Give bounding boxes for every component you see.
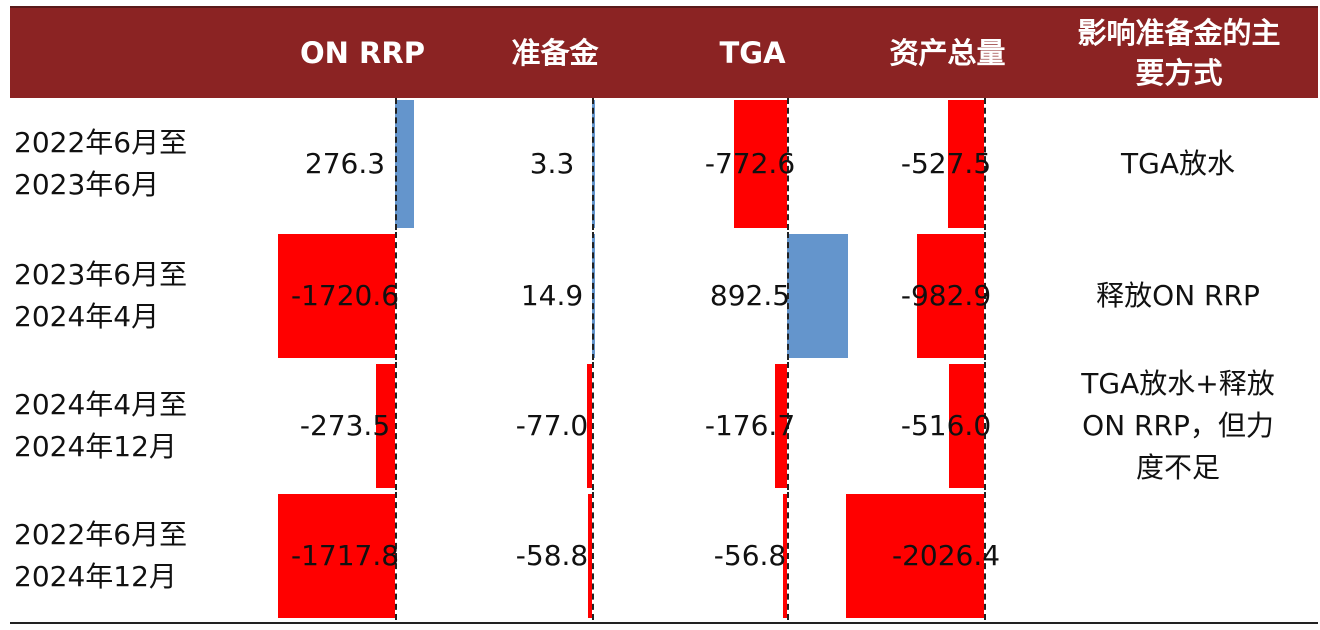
row-period-label: 2022年6月至 2023年6月 (14, 122, 264, 206)
table-header (10, 8, 1318, 98)
zero-axis (395, 492, 397, 620)
header-cell-2: 准备金 (460, 8, 650, 98)
value-label: -772.6 (704, 147, 796, 180)
zero-axis (984, 362, 986, 490)
row-period-label: 2024年4月至 2024年12月 (14, 384, 264, 468)
row-period-label: 2022年6月至 2024年12月 (14, 514, 264, 598)
value-label: -982.9 (900, 279, 992, 312)
header-cell-3: TGA (650, 8, 855, 98)
header-line: ON RRP (300, 36, 425, 70)
header-cell-1: ON RRP (265, 8, 460, 98)
zero-axis (592, 362, 594, 490)
header-cell-4: 资产总量 (855, 8, 1040, 98)
value-label: 3.3 (529, 147, 575, 180)
period-line: 2022年6月至 (14, 518, 188, 551)
method-line: 释放ON RRP (1096, 279, 1260, 312)
bar-on-rrp-2 (376, 364, 395, 488)
period-line: 2024年12月 (14, 430, 177, 463)
value-label: -527.5 (900, 147, 992, 180)
value-label: -58.8 (515, 539, 589, 572)
value-label: -273.5 (299, 409, 391, 442)
period-line: 2022年6月至 (14, 126, 188, 159)
zero-axis (395, 362, 397, 490)
zero-axis (395, 98, 397, 230)
bar-tga-0 (734, 100, 787, 228)
method-line: TGA放水 (1121, 147, 1235, 180)
value-label: -1717.8 (290, 539, 400, 572)
method-line: ON RRP，但力 (1082, 409, 1274, 442)
value-label: -77.0 (515, 409, 589, 442)
bar-资产总量-1 (917, 234, 984, 358)
bar-tga-3 (783, 494, 787, 618)
value-label: -2026.4 (891, 539, 1001, 572)
value-label: -516.0 (900, 409, 992, 442)
zero-axis (592, 98, 594, 230)
bar-准备金-2 (586, 364, 592, 488)
bar-准备金-3 (587, 494, 592, 618)
table-top-border (10, 6, 1318, 8)
header-cell-0 (10, 8, 265, 98)
zero-axis (984, 98, 986, 230)
method-line: TGA放水+释放 (1081, 367, 1275, 400)
period-line: 2024年12月 (14, 560, 177, 593)
table-bottom-border (10, 622, 1318, 624)
period-line: 2024年4月 (14, 300, 160, 333)
bar-资产总量-2 (948, 364, 984, 488)
value-label: 892.5 (709, 279, 791, 312)
bar-资产总量-0 (948, 100, 984, 228)
period-line: 2024年4月至 (14, 388, 188, 421)
zero-axis (984, 232, 986, 360)
value-label: 276.3 (304, 147, 386, 180)
zero-axis (787, 492, 789, 620)
bar-tga-2 (774, 364, 787, 488)
value-label: -176.7 (704, 409, 796, 442)
header-line: 准备金 (511, 36, 599, 70)
value-label: -56.8 (713, 539, 787, 572)
bar-资产总量-3 (846, 494, 984, 618)
zero-axis (592, 492, 594, 620)
zero-axis (395, 232, 397, 360)
row-period-label: 2023年6月至 2024年4月 (14, 254, 264, 338)
zero-axis (787, 98, 789, 230)
zero-axis (592, 232, 594, 360)
header-cell-5: 影响准备金的主 要方式 (1040, 8, 1318, 98)
bar-on-rrp-1 (277, 234, 395, 358)
zero-axis (984, 492, 986, 620)
header-line: 影响准备金的主 (1077, 16, 1281, 50)
period-line: 2023年6月至 (14, 258, 188, 291)
header-line: 资产总量 (889, 36, 1006, 70)
header-line: 要方式 (1135, 56, 1223, 90)
bar-tga-1 (787, 234, 848, 358)
value-label: 14.9 (520, 279, 584, 312)
row-method-label: 释放ON RRP (1040, 275, 1316, 317)
row-method-label: TGA放水+释放 ON RRP，但力 度不足 (1040, 363, 1316, 489)
bar-on-rrp-0 (395, 100, 414, 228)
header-line: TGA (719, 36, 786, 70)
value-label: -1720.6 (290, 279, 400, 312)
zero-axis (787, 362, 789, 490)
method-line: 度不足 (1135, 451, 1220, 484)
period-line: 2023年6月 (14, 168, 160, 201)
row-method-label: TGA放水 (1040, 143, 1316, 185)
zero-axis (787, 232, 789, 360)
bar-on-rrp-3 (278, 494, 395, 618)
